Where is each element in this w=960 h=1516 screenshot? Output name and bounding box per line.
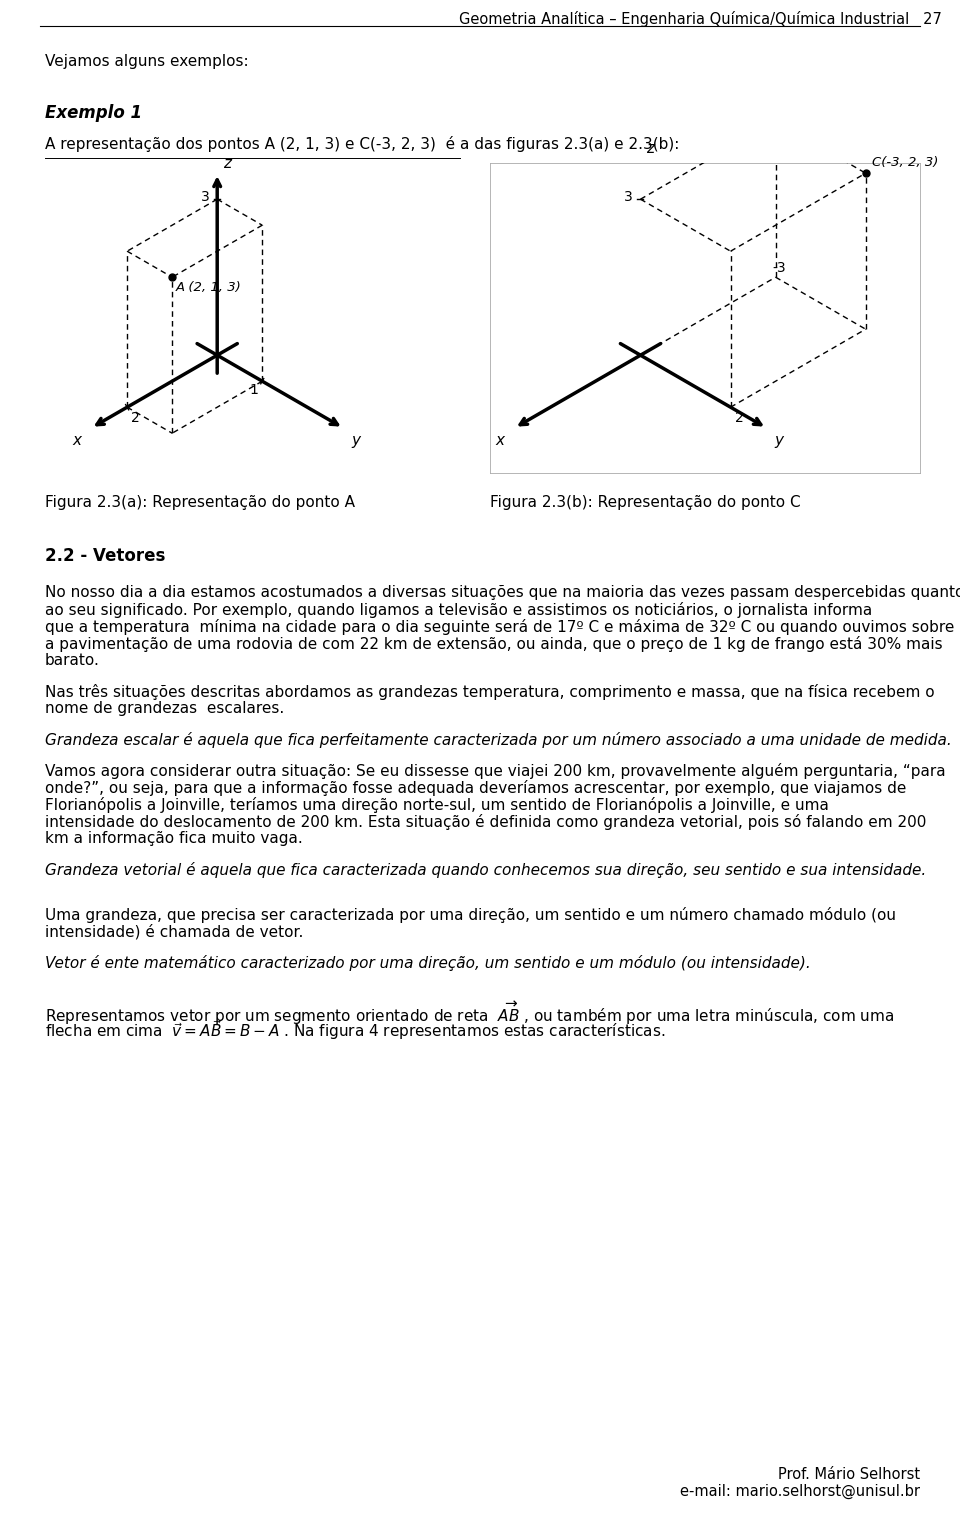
Text: Geometria Analítica – Engenharia Química/Química Industrial   27: Geometria Analítica – Engenharia Química… — [459, 11, 942, 27]
Text: Prof. Mário Selhorst: Prof. Mário Selhorst — [778, 1467, 920, 1483]
Text: x: x — [495, 434, 504, 449]
Text: e-mail: mario.selhorst@unisul.br: e-mail: mario.selhorst@unisul.br — [680, 1484, 920, 1499]
Text: nome de grandezas  escalares.: nome de grandezas escalares. — [45, 700, 284, 716]
Text: Vetor é ente matemático caracterizado por uma direção, um sentido e um módulo (o: Vetor é ente matemático caracterizado po… — [45, 955, 811, 972]
Text: Figura 2.3(b): Representação do ponto C: Figura 2.3(b): Representação do ponto C — [490, 496, 801, 509]
Text: A representação dos pontos A (2, 1, 3) e C(-3, 2, 3)  é a das figuras 2.3(a) e 2: A representação dos pontos A (2, 1, 3) e… — [45, 136, 680, 152]
Text: 2.2 - Vetores: 2.2 - Vetores — [45, 547, 165, 565]
Text: 2: 2 — [132, 411, 140, 424]
Text: flecha em cima  $\vec{v} = A\vec{B} = B - A$ . Na figura 4 representamos estas c: flecha em cima $\vec{v} = A\vec{B} = B -… — [45, 1019, 665, 1041]
Text: z: z — [646, 141, 655, 156]
Text: Grandeza vetorial é aquela que fica caracterizada quando conhecemos sua direção,: Grandeza vetorial é aquela que fica cara… — [45, 863, 926, 878]
Text: que a temperatura  mínima na cidade para o dia seguinte será de 17º C e máxima d: que a temperatura mínima na cidade para … — [45, 619, 954, 635]
Text: Grandeza escalar é aquela que fica perfeitamente caracterizada por um número ass: Grandeza escalar é aquela que fica perfe… — [45, 732, 951, 747]
Text: intensidade) é chamada de vetor.: intensidade) é chamada de vetor. — [45, 923, 303, 940]
Text: Nas três situações descritas abordamos as grandezas temperatura, comprimento e m: Nas três situações descritas abordamos a… — [45, 684, 935, 700]
Text: Representamos vetor por um segmento orientado de reta  $\overrightarrow{AB}$ , o: Representamos vetor por um segmento orie… — [45, 1001, 895, 1028]
Text: Florianópolis a Joinville, teríamos uma direção norte-sul, um sentido de Florian: Florianópolis a Joinville, teríamos uma … — [45, 797, 828, 813]
Text: ao seu significado. Por exemplo, quando ligamos a televisão e assistimos os noti: ao seu significado. Por exemplo, quando … — [45, 602, 873, 619]
Text: km a informação fica muito vaga.: km a informação fica muito vaga. — [45, 831, 302, 846]
Text: 3: 3 — [624, 190, 633, 205]
Text: Vejamos alguns exemplos:: Vejamos alguns exemplos: — [45, 55, 249, 70]
Text: z: z — [223, 156, 231, 171]
Text: Uma grandeza, que precisa ser caracterizada por uma direção, um sentido e um núm: Uma grandeza, que precisa ser caracteriz… — [45, 907, 896, 923]
Text: barato.: barato. — [45, 653, 100, 669]
Text: intensidade do deslocamento de 200 km. Esta situação é definida como grandeza ve: intensidade do deslocamento de 200 km. E… — [45, 814, 926, 829]
Text: 1: 1 — [250, 384, 258, 397]
Text: Vamos agora considerar outra situação: Se eu dissesse que viajei 200 km, provave: Vamos agora considerar outra situação: S… — [45, 763, 946, 779]
Text: A (2, 1, 3): A (2, 1, 3) — [177, 280, 242, 294]
Text: Exemplo 1: Exemplo 1 — [45, 105, 142, 121]
Text: onde?”, ou seja, para que a informação fosse adequada deveríamos acrescentar, po: onde?”, ou seja, para que a informação f… — [45, 781, 906, 796]
Text: y: y — [351, 434, 360, 449]
Text: 3: 3 — [201, 190, 209, 205]
Text: Figura 2.3(a): Representação do ponto A: Figura 2.3(a): Representação do ponto A — [45, 496, 355, 509]
Text: 2: 2 — [734, 411, 743, 424]
Text: x: x — [72, 434, 81, 449]
Text: a pavimentação de uma rodovia de com 22 km de extensão, ou ainda, que o preço de: a pavimentação de uma rodovia de com 22 … — [45, 637, 943, 652]
Text: No nosso dia a dia estamos acostumados a diversas situações que na maioria das v: No nosso dia a dia estamos acostumados a… — [45, 585, 960, 600]
Text: y: y — [775, 434, 783, 449]
Text: C(-3, 2, 3): C(-3, 2, 3) — [872, 156, 938, 170]
Text: -3: -3 — [773, 261, 786, 276]
